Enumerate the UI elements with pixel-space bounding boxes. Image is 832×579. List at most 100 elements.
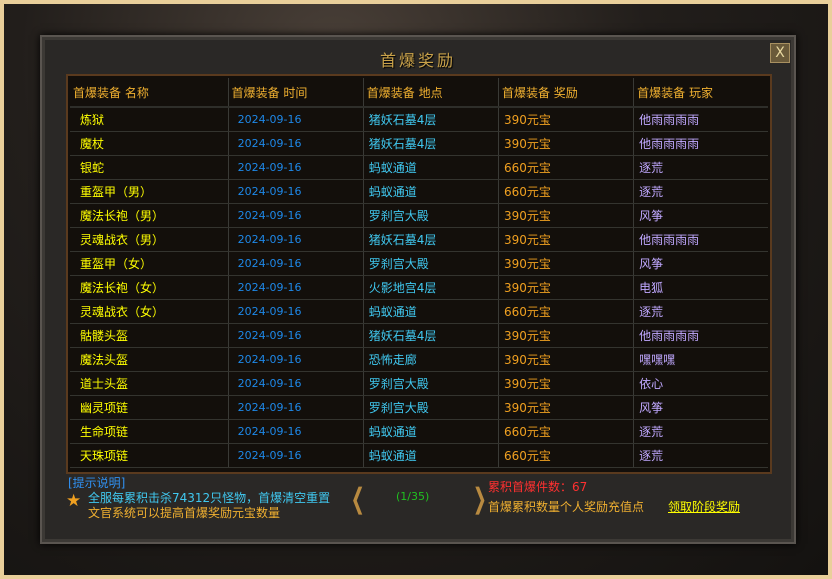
cell-name: 道士头盔: [70, 371, 229, 396]
star-icon: ★: [66, 491, 82, 511]
cell-reward: 390元宝: [498, 275, 635, 300]
tip-title: [提示说明]: [68, 476, 126, 490]
cell-location: 火影地宫4层: [363, 275, 499, 300]
cell-name: 银蛇: [70, 155, 229, 180]
table-row: 魔法长袍（男） 2024-09-16 罗刹宫大殿 390元宝 风筝: [70, 203, 768, 228]
dialog-title: 首爆奖励: [379, 51, 456, 70]
column-header-name: 首爆装备 名称: [70, 78, 229, 108]
chevron-left-icon[interactable]: ❮: [350, 482, 365, 515]
cell-player: 逐荒: [633, 179, 768, 204]
column-header-reward: 首爆装备 奖励: [498, 78, 635, 108]
cell-location: 蚂蚁通道: [363, 179, 499, 204]
page-indicator: (1/35): [396, 490, 430, 503]
table-row: 灵魂战衣（女） 2024-09-16 蚂蚁通道 660元宝 逐荒: [70, 299, 768, 324]
cell-location: 罗刹宫大殿: [363, 395, 499, 420]
cell-reward: 390元宝: [498, 323, 635, 348]
cell-reward: 390元宝: [498, 251, 635, 276]
chevron-right-icon[interactable]: ❯: [472, 482, 487, 515]
cell-time: 2024-09-16: [228, 107, 364, 132]
column-header-time: 首爆装备 时间: [228, 78, 364, 108]
cell-player: 逐荒: [633, 419, 768, 444]
cell-name: 重盔甲（男）: [70, 179, 229, 204]
table-row: 魔法长袍（女） 2024-09-16 火影地宫4层 390元宝 电狐: [70, 275, 768, 300]
cell-location: 蚂蚁通道: [363, 155, 499, 180]
cell-player: 风筝: [633, 251, 768, 276]
table-row: 银蛇 2024-09-16 蚂蚁通道 660元宝 逐荒: [70, 155, 768, 180]
cell-time: 2024-09-16: [228, 155, 364, 180]
cell-reward: 390元宝: [498, 395, 635, 420]
table-row: 魔法头盔 2024-09-16 恐怖走廊 390元宝 嘿嘿嘿: [70, 347, 768, 372]
cell-name: 魔杖: [70, 131, 229, 156]
cell-location: 猪妖石墓4层: [363, 107, 499, 132]
cell-time: 2024-09-16: [228, 347, 364, 372]
table-row: 重盔甲（女） 2024-09-16 罗刹宫大殿 390元宝 风筝: [70, 251, 768, 276]
cell-time: 2024-09-16: [228, 227, 364, 252]
cell-name: 生命项链: [70, 419, 229, 444]
count-value: 67: [572, 480, 588, 494]
cell-reward: 660元宝: [498, 419, 635, 444]
cell-time: 2024-09-16: [228, 299, 364, 324]
cell-location: 罗刹宫大殿: [363, 371, 499, 396]
cell-name: 幽灵项链: [70, 395, 229, 420]
table-row: 生命项链 2024-09-16 蚂蚁通道 660元宝 逐荒: [70, 419, 768, 444]
table-row: 幽灵项链 2024-09-16 罗刹宫大殿 390元宝 风筝: [70, 395, 768, 420]
cell-reward: 660元宝: [498, 299, 635, 324]
cell-name: 重盔甲（女）: [70, 251, 229, 276]
cell-time: 2024-09-16: [228, 395, 364, 420]
cell-reward: 390元宝: [498, 107, 635, 132]
cell-time: 2024-09-16: [228, 443, 364, 468]
first-drop-count: 累积首爆件数：67: [488, 478, 587, 495]
table-row: 骷髅头盔 2024-09-16 猪妖石墓4层 390元宝 他雨雨雨雨: [70, 323, 768, 348]
cell-player: 逐荒: [633, 299, 768, 324]
count-label: 累积首爆件数：: [488, 480, 573, 494]
table-row: 灵魂战衣（男） 2024-09-16 猪妖石墓4层 390元宝 他雨雨雨雨: [70, 227, 768, 252]
cell-location: 猪妖石墓4层: [363, 323, 499, 348]
table-header: 首爆装备 名称 首爆装备 时间 首爆装备 地点 首爆装备 奖励 首爆装备 玩家: [70, 78, 768, 108]
cell-name: 灵魂战衣（男）: [70, 227, 229, 252]
tip-line-1: 全服每累积击杀74312只怪物，首爆清空重置: [88, 491, 331, 505]
cell-location: 猪妖石墓4层: [363, 227, 499, 252]
cell-time: 2024-09-16: [228, 275, 364, 300]
cell-reward: 390元宝: [498, 371, 635, 396]
cell-name: 炼狱: [70, 107, 229, 132]
cell-time: 2024-09-16: [228, 371, 364, 396]
cell-name: 骷髅头盔: [70, 323, 229, 348]
table-row: 道士头盔 2024-09-16 罗刹宫大殿 390元宝 依心: [70, 371, 768, 396]
table-row: 炼狱 2024-09-16 猪妖石墓4层 390元宝 他雨雨雨雨: [70, 107, 768, 132]
table-row: 天珠项链 2024-09-16 蚂蚁通道 660元宝 逐荒: [70, 443, 768, 468]
cell-location: 蚂蚁通道: [363, 443, 499, 468]
cell-time: 2024-09-16: [228, 179, 364, 204]
cell-player: 他雨雨雨雨: [633, 131, 768, 156]
cell-name: 天珠项链: [70, 443, 229, 468]
cell-location: 蚂蚁通道: [363, 299, 499, 324]
cell-player: 他雨雨雨雨: [633, 107, 768, 132]
cell-player: 电狐: [633, 275, 768, 300]
close-button[interactable]: X: [770, 43, 790, 63]
cell-player: 嘿嘿嘿: [633, 347, 768, 372]
cell-player: 逐荒: [633, 443, 768, 468]
cell-reward: 660元宝: [498, 443, 635, 468]
cell-reward: 660元宝: [498, 155, 635, 180]
cell-name: 魔法长袍（女）: [70, 275, 229, 300]
cell-time: 2024-09-16: [228, 323, 364, 348]
cell-name: 魔法长袍（男）: [70, 203, 229, 228]
tip-line-2: 文官系统可以提高首爆奖励元宝数量: [88, 506, 281, 520]
cell-time: 2024-09-16: [228, 251, 364, 276]
first-drop-reward-dialog: 首爆奖励 X 首爆装备 名称 首爆装备 时间 首爆装备 地点 首爆装备 奖励 首爆装备 …: [40, 35, 796, 544]
cell-location: 恐怖走廊: [363, 347, 499, 372]
column-header-player: 首爆装备 玩家: [633, 78, 768, 108]
cell-player: 风筝: [633, 203, 768, 228]
cell-reward: 390元宝: [498, 203, 635, 228]
cell-reward: 390元宝: [498, 227, 635, 252]
cell-time: 2024-09-16: [228, 203, 364, 228]
cell-reward: 660元宝: [498, 179, 635, 204]
table-row: 魔杖 2024-09-16 猪妖石墓4层 390元宝 他雨雨雨雨: [70, 131, 768, 156]
cell-location: 罗刹宫大殿: [363, 203, 499, 228]
cell-player: 风筝: [633, 395, 768, 420]
footer: [提示说明] ★ 全服每累积击杀74312只怪物，首爆清空重置 文官系统可以提高…: [66, 474, 768, 524]
table-row: 重盔甲（男） 2024-09-16 蚂蚁通道 660元宝 逐荒: [70, 179, 768, 204]
claim-stage-reward-link[interactable]: 领取阶段奖励: [668, 500, 741, 514]
cell-player: 他雨雨雨雨: [633, 323, 768, 348]
cell-name: 魔法头盔: [70, 347, 229, 372]
cell-location: 蚂蚁通道: [363, 419, 499, 444]
